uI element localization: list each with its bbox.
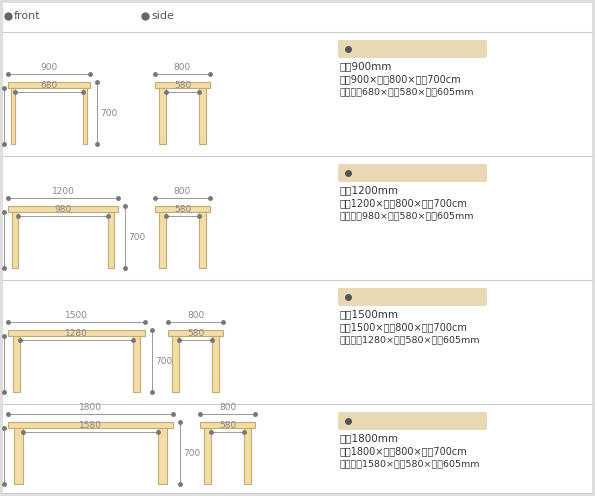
Text: 580: 580: [174, 81, 191, 90]
Text: 1580: 1580: [79, 421, 102, 430]
Text: 横庍900mm: 横庍900mm: [340, 61, 392, 71]
Bar: [212, 336, 219, 392]
Text: 横庍1200mm: 横庍1200mm: [356, 168, 419, 178]
Text: 800: 800: [174, 187, 191, 196]
Bar: [14, 428, 23, 484]
Bar: [8, 82, 90, 88]
Text: 横庍900×奠行800×高さ700cm: 横庍900×奠行800×高さ700cm: [340, 74, 462, 84]
Text: 1800: 1800: [79, 403, 102, 412]
Text: 580: 580: [187, 329, 204, 338]
Text: front: front: [14, 11, 40, 21]
Bar: [108, 212, 114, 268]
Text: 900: 900: [40, 63, 58, 72]
Bar: [172, 336, 179, 392]
Text: 横庍1500×奠行800×高さ700cm: 横庍1500×奠行800×高さ700cm: [340, 322, 468, 332]
FancyBboxPatch shape: [338, 412, 487, 430]
Bar: [155, 206, 210, 212]
Text: 800: 800: [187, 311, 204, 320]
Text: 横庍1200×奠行800×高さ700cm: 横庍1200×奠行800×高さ700cm: [340, 198, 468, 208]
Text: 700: 700: [128, 233, 145, 242]
Text: 天板下庍680×奠行580×高さ605mm: 天板下庍680×奠行580×高さ605mm: [340, 87, 474, 96]
Text: 横庍1200mm: 横庍1200mm: [340, 185, 399, 195]
Bar: [8, 206, 118, 212]
Bar: [199, 88, 206, 144]
Text: 800: 800: [174, 63, 191, 72]
Text: 1200: 1200: [52, 187, 74, 196]
Bar: [158, 428, 167, 484]
Bar: [244, 428, 251, 484]
Text: 横庍900mm: 横庍900mm: [356, 44, 412, 54]
Bar: [204, 428, 211, 484]
Text: side: side: [151, 11, 174, 21]
Bar: [200, 422, 255, 428]
Bar: [199, 212, 206, 268]
Text: 横庍1800mm: 横庍1800mm: [340, 433, 399, 443]
Text: 横庍1800mm: 横庍1800mm: [356, 416, 419, 426]
Bar: [168, 330, 223, 336]
Bar: [133, 336, 140, 392]
Text: 700: 700: [155, 357, 172, 366]
Text: 680: 680: [40, 81, 58, 90]
Text: 605: 605: [0, 236, 1, 245]
Bar: [159, 88, 166, 144]
Text: 天板下庍980×奠行580×高さ605mm: 天板下庍980×奠行580×高さ605mm: [340, 211, 474, 220]
Text: 横庍1500mm: 横庍1500mm: [340, 309, 399, 319]
Bar: [155, 82, 210, 88]
Text: 580: 580: [174, 205, 191, 214]
Bar: [159, 212, 166, 268]
Text: 605: 605: [0, 451, 1, 461]
Text: 横庍1800×奠行800×高さ700cm: 横庍1800×奠行800×高さ700cm: [340, 446, 468, 456]
Bar: [12, 212, 18, 268]
Text: 605: 605: [0, 112, 1, 121]
Bar: [83, 88, 87, 144]
Text: 700: 700: [183, 448, 201, 457]
Text: 天板下庍1580×奠行580×高さ605mm: 天板下庍1580×奠行580×高さ605mm: [340, 459, 481, 468]
Bar: [11, 88, 15, 144]
Text: 1500: 1500: [65, 311, 88, 320]
FancyBboxPatch shape: [338, 288, 487, 306]
Bar: [13, 336, 20, 392]
Text: 横庍1500mm: 横庍1500mm: [356, 292, 419, 302]
Bar: [8, 330, 145, 336]
Text: 天板下庍1280×奠行580×高さ605mm: 天板下庍1280×奠行580×高さ605mm: [340, 335, 481, 344]
Text: 580: 580: [219, 421, 236, 430]
FancyBboxPatch shape: [338, 40, 487, 58]
Bar: [8, 422, 173, 428]
FancyBboxPatch shape: [338, 164, 487, 182]
Text: 1280: 1280: [65, 329, 88, 338]
Text: 700: 700: [100, 109, 117, 118]
Text: 800: 800: [219, 403, 236, 412]
Text: 980: 980: [54, 205, 71, 214]
Text: 605: 605: [0, 360, 1, 369]
